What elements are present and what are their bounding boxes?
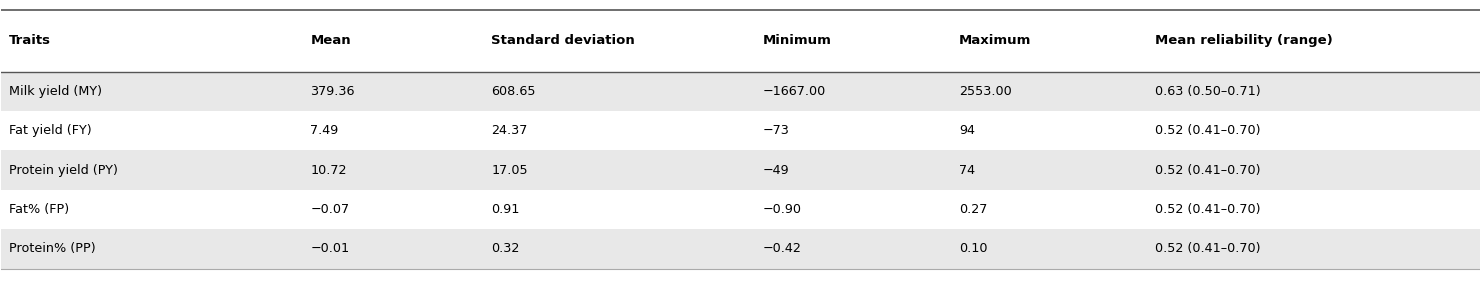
Text: −49: −49 bbox=[763, 164, 789, 177]
Text: 0.52 (0.41–0.70): 0.52 (0.41–0.70) bbox=[1155, 164, 1260, 177]
Text: 0.52 (0.41–0.70): 0.52 (0.41–0.70) bbox=[1155, 203, 1260, 216]
Text: 0.32: 0.32 bbox=[492, 242, 520, 255]
Text: 74: 74 bbox=[960, 164, 974, 177]
Text: 0.63 (0.50–0.71): 0.63 (0.50–0.71) bbox=[1155, 85, 1260, 98]
Bar bbox=[1, 229, 1480, 269]
Text: 0.91: 0.91 bbox=[492, 203, 520, 216]
Text: −0.07: −0.07 bbox=[311, 203, 350, 216]
Text: 17.05: 17.05 bbox=[492, 164, 529, 177]
Text: 608.65: 608.65 bbox=[492, 85, 536, 98]
Text: −0.90: −0.90 bbox=[763, 203, 803, 216]
Text: 0.52 (0.41–0.70): 0.52 (0.41–0.70) bbox=[1155, 124, 1260, 137]
Text: Mean reliability (range): Mean reliability (range) bbox=[1155, 34, 1333, 47]
Bar bbox=[1, 190, 1480, 229]
Bar bbox=[1, 151, 1480, 190]
Text: 2553.00: 2553.00 bbox=[960, 85, 1012, 98]
Text: Standard deviation: Standard deviation bbox=[492, 34, 635, 47]
Text: 7.49: 7.49 bbox=[311, 124, 339, 137]
Text: Mean: Mean bbox=[311, 34, 351, 47]
Bar bbox=[1, 111, 1480, 151]
Text: Traits: Traits bbox=[9, 34, 50, 47]
Text: −0.01: −0.01 bbox=[311, 242, 350, 255]
Text: 24.37: 24.37 bbox=[492, 124, 527, 137]
Text: −73: −73 bbox=[763, 124, 789, 137]
Text: 0.27: 0.27 bbox=[960, 203, 988, 216]
Text: Protein yield (PY): Protein yield (PY) bbox=[9, 164, 117, 177]
Text: Protein% (PP): Protein% (PP) bbox=[9, 242, 95, 255]
Text: Fat yield (FY): Fat yield (FY) bbox=[9, 124, 92, 137]
Bar bbox=[1, 72, 1480, 111]
Text: −0.42: −0.42 bbox=[763, 242, 801, 255]
Text: Milk yield (MY): Milk yield (MY) bbox=[9, 85, 102, 98]
Text: 379.36: 379.36 bbox=[311, 85, 355, 98]
Text: 10.72: 10.72 bbox=[311, 164, 347, 177]
Text: Fat% (FP): Fat% (FP) bbox=[9, 203, 70, 216]
Text: 0.52 (0.41–0.70): 0.52 (0.41–0.70) bbox=[1155, 242, 1260, 255]
Text: 0.10: 0.10 bbox=[960, 242, 988, 255]
Text: Minimum: Minimum bbox=[763, 34, 832, 47]
Text: −1667.00: −1667.00 bbox=[763, 85, 826, 98]
Text: 94: 94 bbox=[960, 124, 974, 137]
Text: Maximum: Maximum bbox=[960, 34, 1031, 47]
